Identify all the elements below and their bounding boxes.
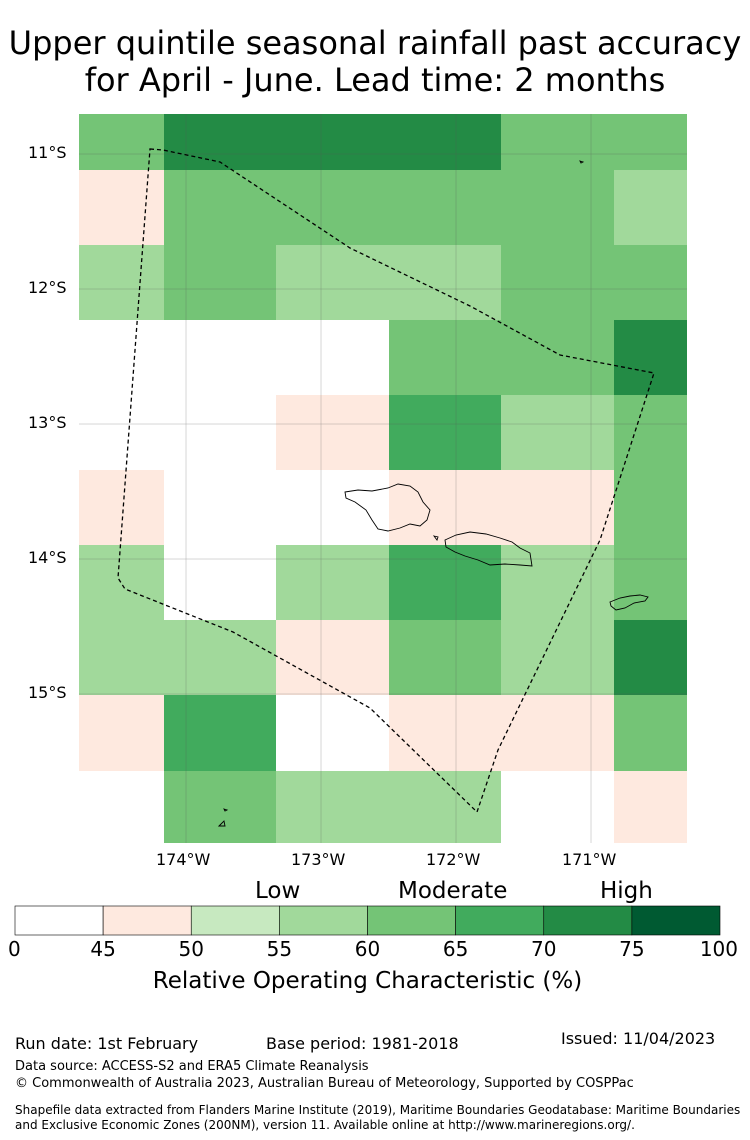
legend-swatch xyxy=(14,905,104,936)
grid-cell xyxy=(276,114,389,170)
grid-cell xyxy=(614,395,687,470)
grid-cell xyxy=(79,695,164,771)
shapefile-credit-line-2: and Exclusive Economic Zones (200NM), ve… xyxy=(15,1118,635,1132)
rainfall-accuracy-map xyxy=(79,114,687,843)
grid-cell xyxy=(276,395,389,470)
grid-cell xyxy=(389,245,501,320)
lat-label: 14°S xyxy=(28,548,67,567)
grid-cell xyxy=(164,620,276,695)
grid-cell xyxy=(389,470,501,545)
grid-cell xyxy=(614,695,687,771)
grid-cell xyxy=(79,620,164,695)
legend-tick-label: 0 xyxy=(8,937,21,961)
shapefile-credit-line-1: Shapefile data extracted from Flanders M… xyxy=(15,1103,741,1117)
grid-cell xyxy=(389,695,501,771)
grid-cell xyxy=(164,245,276,320)
legend-swatch xyxy=(367,905,456,936)
grid-cell xyxy=(614,170,687,245)
grid-cell xyxy=(614,545,687,620)
upolu-island xyxy=(444,531,533,567)
savaii-island xyxy=(344,483,431,532)
legend-swatch xyxy=(279,905,368,936)
lon-label: 173°W xyxy=(291,850,346,869)
grid-cell xyxy=(389,395,501,470)
issued-date: Issued: 11/04/2023 xyxy=(561,1029,716,1048)
legend-swatch xyxy=(631,905,721,936)
grid-cell xyxy=(164,695,276,771)
grid-cell xyxy=(79,245,164,320)
legend-tick-label: 55 xyxy=(266,937,293,961)
lat-label: 12°S xyxy=(28,278,67,297)
legend-axis-label: Relative Operating Characteristic (%) xyxy=(152,968,583,994)
legend-tick-label: 70 xyxy=(531,937,557,961)
grid-cell xyxy=(614,620,687,695)
grid-cell xyxy=(501,695,614,771)
grid-cell xyxy=(614,245,687,320)
data-source: Data source: ACCESS-S2 and ERA5 Climate … xyxy=(15,1059,369,1074)
grid-cell xyxy=(389,320,501,395)
grid-cell xyxy=(614,771,687,843)
grid-cell xyxy=(501,114,614,170)
grid-cell xyxy=(164,771,276,843)
copyright: © Commonwealth of Australia 2023, Austra… xyxy=(15,1076,634,1091)
run-date: Run date: 1st February xyxy=(15,1034,199,1053)
lat-label: 11°S xyxy=(28,143,67,162)
small-island-apolima xyxy=(432,535,439,541)
grid-cell xyxy=(164,114,276,170)
small-island-south xyxy=(217,820,226,827)
grid-cell xyxy=(501,245,614,320)
small-island-south-2 xyxy=(223,808,229,812)
grid-cell xyxy=(501,170,614,245)
legend-swatch xyxy=(543,905,633,936)
lat-label: 15°S xyxy=(28,683,67,702)
grid-cell xyxy=(276,620,389,695)
legend-boxes xyxy=(14,905,721,936)
legend-colorbar xyxy=(14,905,721,936)
legend-category-moderate: Moderate xyxy=(398,878,508,904)
legend-tick-label: 50 xyxy=(178,937,204,961)
grid-cell xyxy=(389,771,501,843)
lon-label: 172°W xyxy=(426,850,481,869)
legend-swatch xyxy=(455,905,545,936)
grid-cell xyxy=(276,245,389,320)
legend-tick-label: 75 xyxy=(619,937,645,961)
legend-tick-label: 45 xyxy=(90,937,116,961)
grid-cell xyxy=(614,114,687,170)
map-title-line-2: for April - June. Lead time: 2 months xyxy=(84,61,666,99)
grid-cell xyxy=(164,170,276,245)
grid-cell xyxy=(276,170,389,245)
grid-cell xyxy=(614,470,687,545)
small-island-north xyxy=(579,160,585,164)
grid-cell xyxy=(389,170,501,245)
lon-label: 171°W xyxy=(562,850,617,869)
grid-cell xyxy=(501,620,614,695)
grid-cell xyxy=(276,771,389,843)
lat-label: 13°S xyxy=(28,413,67,432)
grid-cell xyxy=(79,545,164,620)
grid-cell xyxy=(389,545,501,620)
legend-category-low: Low xyxy=(255,878,301,904)
legend-tick-label: 100 xyxy=(699,937,738,961)
legend-swatch xyxy=(102,905,192,936)
eez-boundary xyxy=(117,148,655,814)
base-period: Base period: 1981-2018 xyxy=(266,1034,459,1053)
grid-cell xyxy=(501,545,614,620)
grid-cells xyxy=(79,114,687,843)
grid-cell xyxy=(79,114,164,170)
legend-category-high: High xyxy=(600,878,653,904)
grid-cell xyxy=(276,545,389,620)
legend-tick-label: 65 xyxy=(442,937,469,961)
tutuila-island xyxy=(609,594,649,611)
grid-cell xyxy=(389,620,501,695)
lon-label: 174°W xyxy=(156,850,211,869)
grid-cell xyxy=(501,470,614,545)
legend-swatch xyxy=(190,905,280,936)
grid-cell xyxy=(79,170,164,245)
grid-cell xyxy=(389,114,501,170)
map-title-line-1: Upper quintile seasonal rainfall past ac… xyxy=(8,24,742,62)
grid-cell xyxy=(501,320,614,395)
legend-tick-label: 60 xyxy=(354,937,381,961)
grid-cell xyxy=(501,395,614,470)
